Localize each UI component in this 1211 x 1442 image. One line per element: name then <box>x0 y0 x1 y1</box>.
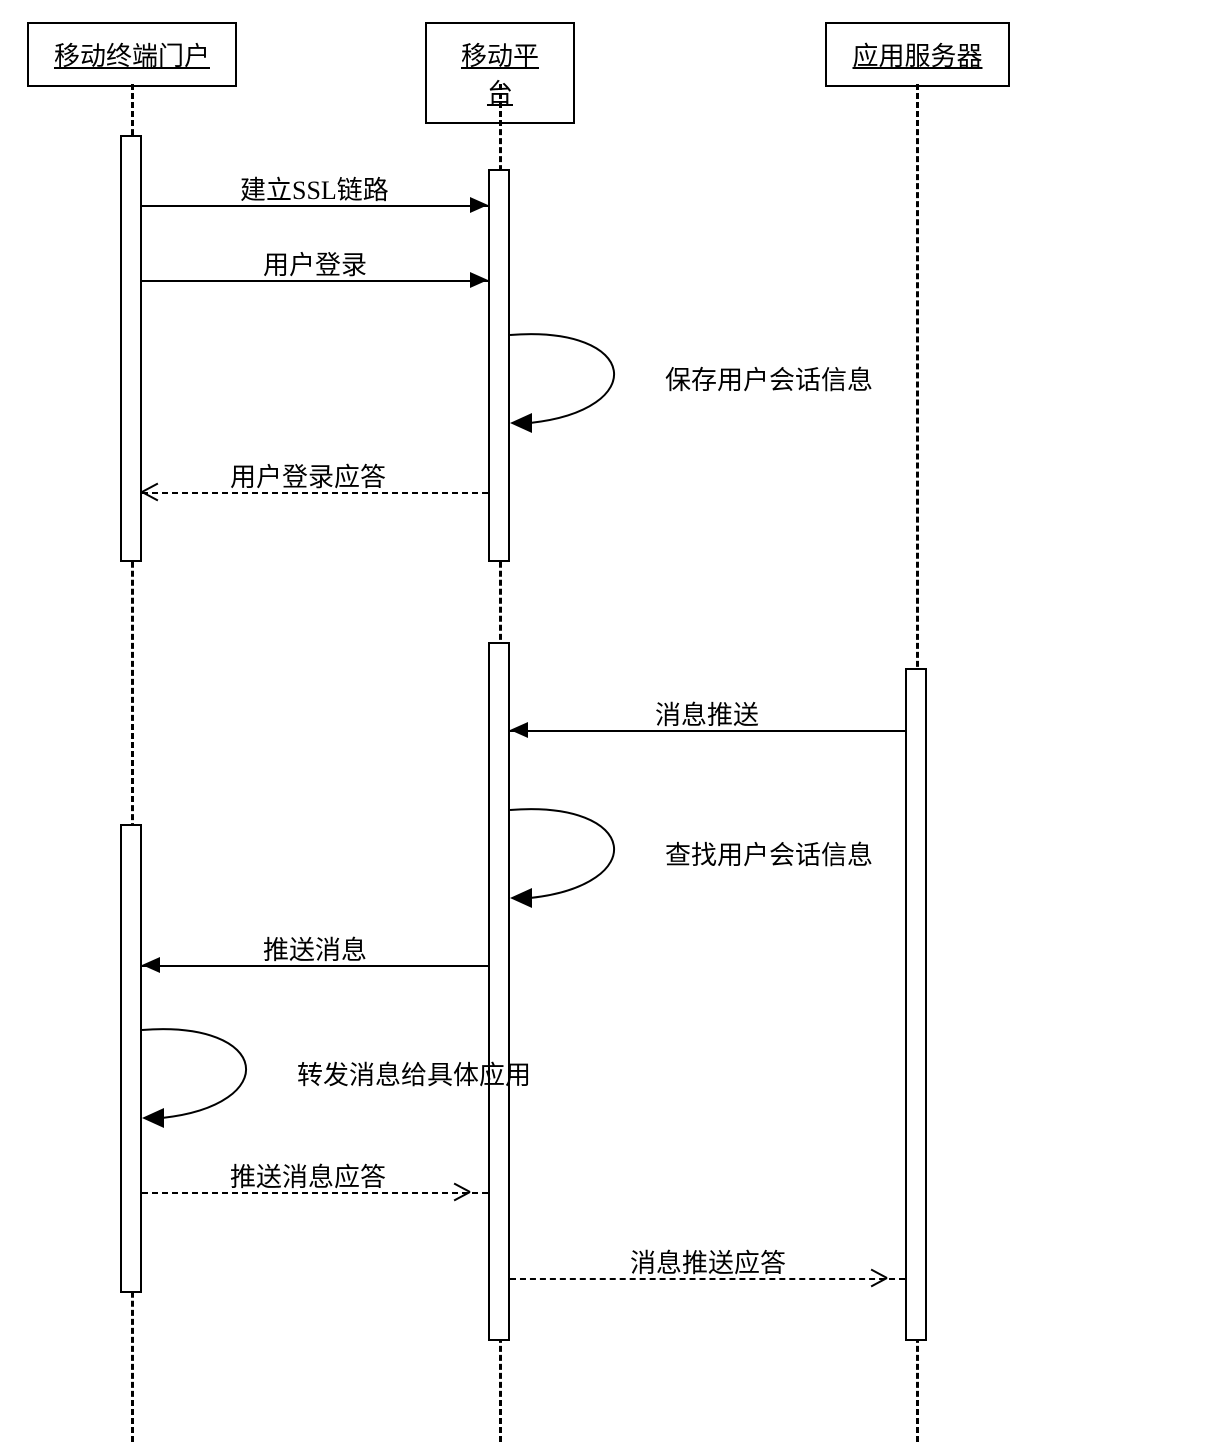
self-loop-forward <box>142 1030 292 1135</box>
msg-label-login: 用户登录 <box>263 245 367 282</box>
participant-server: 应用服务器 <box>825 22 1010 87</box>
msg-label-forward: 转发消息给具体应用 <box>297 1055 531 1092</box>
self-loop-find-session <box>510 810 660 915</box>
msg-arrowhead-push <box>510 722 528 738</box>
activation-platform-2 <box>488 642 510 1341</box>
msg-label-ssl: 建立SSL链路 <box>240 170 389 207</box>
msg-label-push-resp: 推送消息应答 <box>230 1157 386 1194</box>
msg-label-find-session: 查找用户会话信息 <box>665 835 873 872</box>
msg-arrowhead-ssl <box>470 197 488 213</box>
participant-portal: 移动终端门户 <box>27 22 237 87</box>
msg-label-save-session: 保存用户会话信息 <box>665 360 873 397</box>
activation-portal-1 <box>120 135 142 562</box>
msg-label-push: 消息推送 <box>655 695 759 732</box>
activation-server-1 <box>905 668 927 1341</box>
msg-arrowhead-login <box>470 272 488 288</box>
self-loop-save-session <box>510 335 660 440</box>
msg-label-push-msg: 推送消息 <box>263 930 367 967</box>
activation-portal-2 <box>120 824 142 1293</box>
msg-label-login-resp: 用户登录应答 <box>230 457 386 494</box>
msg-arrowhead-push-msg <box>142 957 160 973</box>
activation-platform-1 <box>488 169 510 562</box>
participant-portal-label: 移动终端门户 <box>54 42 210 71</box>
msg-label-server-resp: 消息推送应答 <box>630 1243 786 1280</box>
participant-server-label: 应用服务器 <box>852 42 982 71</box>
